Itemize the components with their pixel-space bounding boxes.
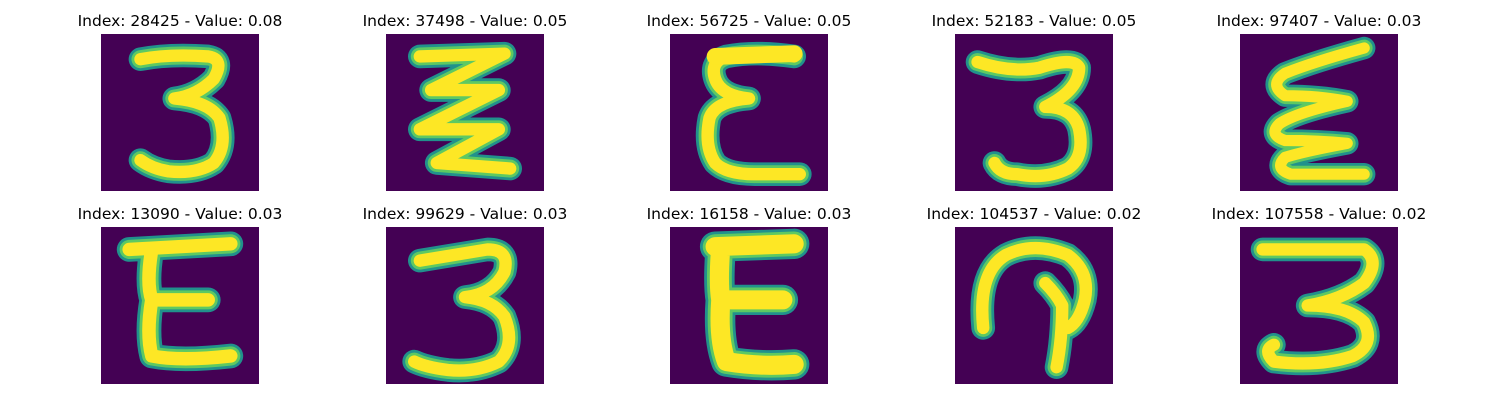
- panel: Index: 13090 - Value: 0.03: [60, 204, 300, 394]
- panel: Index: 52183 - Value: 0.05: [914, 11, 1154, 201]
- squiggle-e-icon: [1240, 34, 1398, 191]
- digit-three-icon: [955, 34, 1113, 191]
- panel: Index: 16158 - Value: 0.03: [629, 204, 869, 394]
- panel: Index: 104537 - Value: 0.02: [914, 204, 1154, 394]
- panel: Index: 97407 - Value: 0.03: [1199, 11, 1439, 201]
- letter-e-icon: [670, 227, 828, 384]
- panel-title: Index: 16158 - Value: 0.03: [646, 205, 852, 223]
- panel: Index: 99629 - Value: 0.03: [345, 204, 585, 394]
- letter-e-icon: [101, 227, 259, 384]
- letter-e-icon: [670, 34, 828, 191]
- panel-title: Index: 99629 - Value: 0.03: [362, 205, 568, 223]
- digit-three-icon: [1240, 227, 1398, 384]
- panel: Index: 107558 - Value: 0.02: [1199, 204, 1439, 394]
- panel-title: Index: 13090 - Value: 0.03: [77, 205, 283, 223]
- panel-title: Index: 97407 - Value: 0.03: [1216, 12, 1422, 30]
- hook-shape-icon: [955, 227, 1113, 384]
- panel-title: Index: 104537 - Value: 0.02: [926, 205, 1142, 223]
- digit-three-icon: [101, 34, 259, 191]
- panel-title: Index: 56725 - Value: 0.05: [646, 12, 852, 30]
- panel: Index: 28425 - Value: 0.08: [60, 11, 300, 201]
- panel-title: Index: 52183 - Value: 0.05: [931, 12, 1137, 30]
- zigzag-three-icon: [386, 34, 544, 191]
- panel-title: Index: 28425 - Value: 0.08: [77, 12, 283, 30]
- panel-title: Index: 107558 - Value: 0.02: [1211, 205, 1427, 223]
- panel: Index: 56725 - Value: 0.05: [629, 11, 869, 201]
- panel-title: Index: 37498 - Value: 0.05: [362, 12, 568, 30]
- digit-three-icon: [386, 227, 544, 384]
- panel: Index: 37498 - Value: 0.05: [345, 11, 585, 201]
